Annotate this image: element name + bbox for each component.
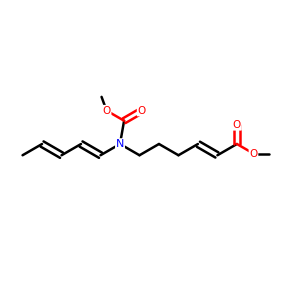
Text: O: O [102,106,111,116]
Text: O: O [249,148,258,159]
Text: O: O [137,106,146,116]
Text: O: O [233,120,241,130]
Text: N: N [116,139,124,149]
